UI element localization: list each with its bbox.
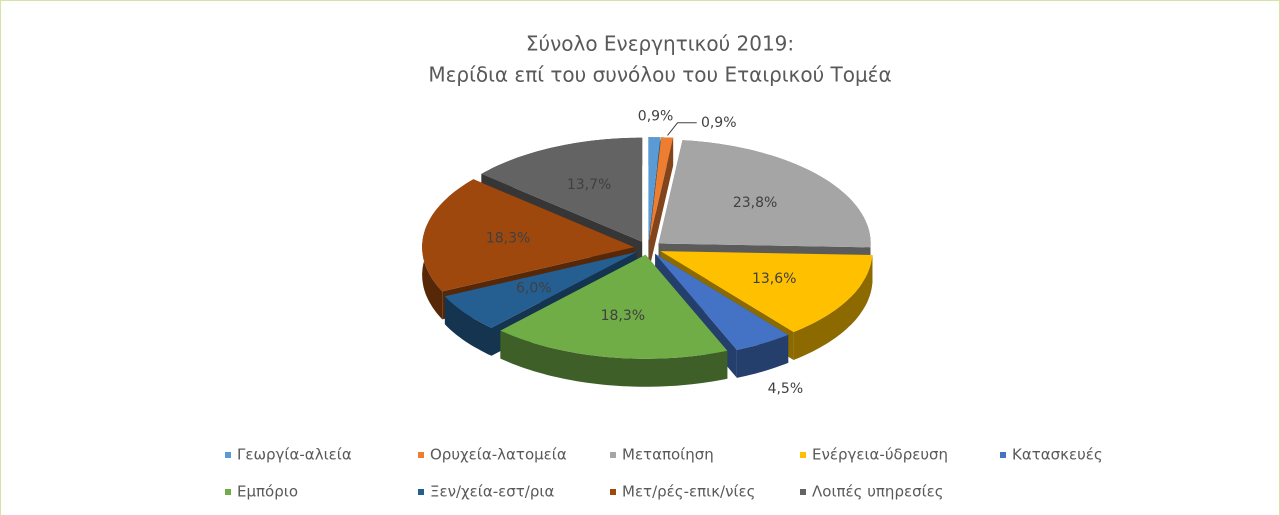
slice-rim <box>793 255 873 360</box>
legend-label: Ενέργεια-ύδρευση <box>812 446 948 464</box>
pie-slice <box>444 252 637 328</box>
legend-marker <box>800 489 806 495</box>
pie-slice <box>648 137 661 242</box>
slice-rim <box>500 330 728 387</box>
data-label: 18,3% <box>601 308 645 324</box>
legend-marker <box>610 452 616 458</box>
legend-label: Λοιπές υπηρεσίες <box>812 483 944 501</box>
pie-slice <box>655 253 789 350</box>
data-label: 23,8% <box>733 195 777 211</box>
pie-slice <box>481 137 643 242</box>
legend-marker <box>1000 452 1006 458</box>
chart-subtitle: Μερίδια επί του συνόλου του Εταιρικού Το… <box>428 63 891 87</box>
legend-label: Γεωργία-αλιεία <box>237 446 352 464</box>
leader-line <box>667 122 697 136</box>
data-label: 13,7% <box>567 177 611 193</box>
pie-slice <box>658 140 871 248</box>
data-label: 13,6% <box>752 271 796 287</box>
pie-slice <box>649 137 674 242</box>
legend-label: Ορυχεία-λατομεία <box>430 446 567 464</box>
pie-slice <box>660 251 873 332</box>
legend-marker <box>225 489 231 495</box>
data-label: 18,3% <box>486 231 530 247</box>
data-label: 6,0% <box>516 281 552 297</box>
legend-label: Ξεν/χεία-εστ/ρια <box>430 483 554 501</box>
data-label: 0,9% <box>638 108 674 124</box>
slice-wall <box>649 137 674 270</box>
pie-slice <box>500 254 728 359</box>
legend-marker <box>225 452 231 458</box>
legend-marker <box>610 489 616 495</box>
data-label: 0,9% <box>701 115 737 131</box>
slice-rim <box>444 296 492 356</box>
legend-marker <box>418 489 424 495</box>
legend-label: Μετ/ρές-επικ/νίες <box>622 483 755 501</box>
legend-marker <box>418 452 424 458</box>
chart-title: Σύνολο Ενεργητικού 2019: <box>526 32 794 56</box>
data-label: 4,5% <box>768 381 804 397</box>
legend-label: Κατασκευές <box>1012 446 1103 464</box>
pie-slice <box>422 179 635 292</box>
legend-label: Εμπόριο <box>237 483 298 501</box>
slice-rim <box>736 334 789 378</box>
legend-marker <box>800 452 806 458</box>
legend-label: Μεταποίηση <box>622 446 714 464</box>
